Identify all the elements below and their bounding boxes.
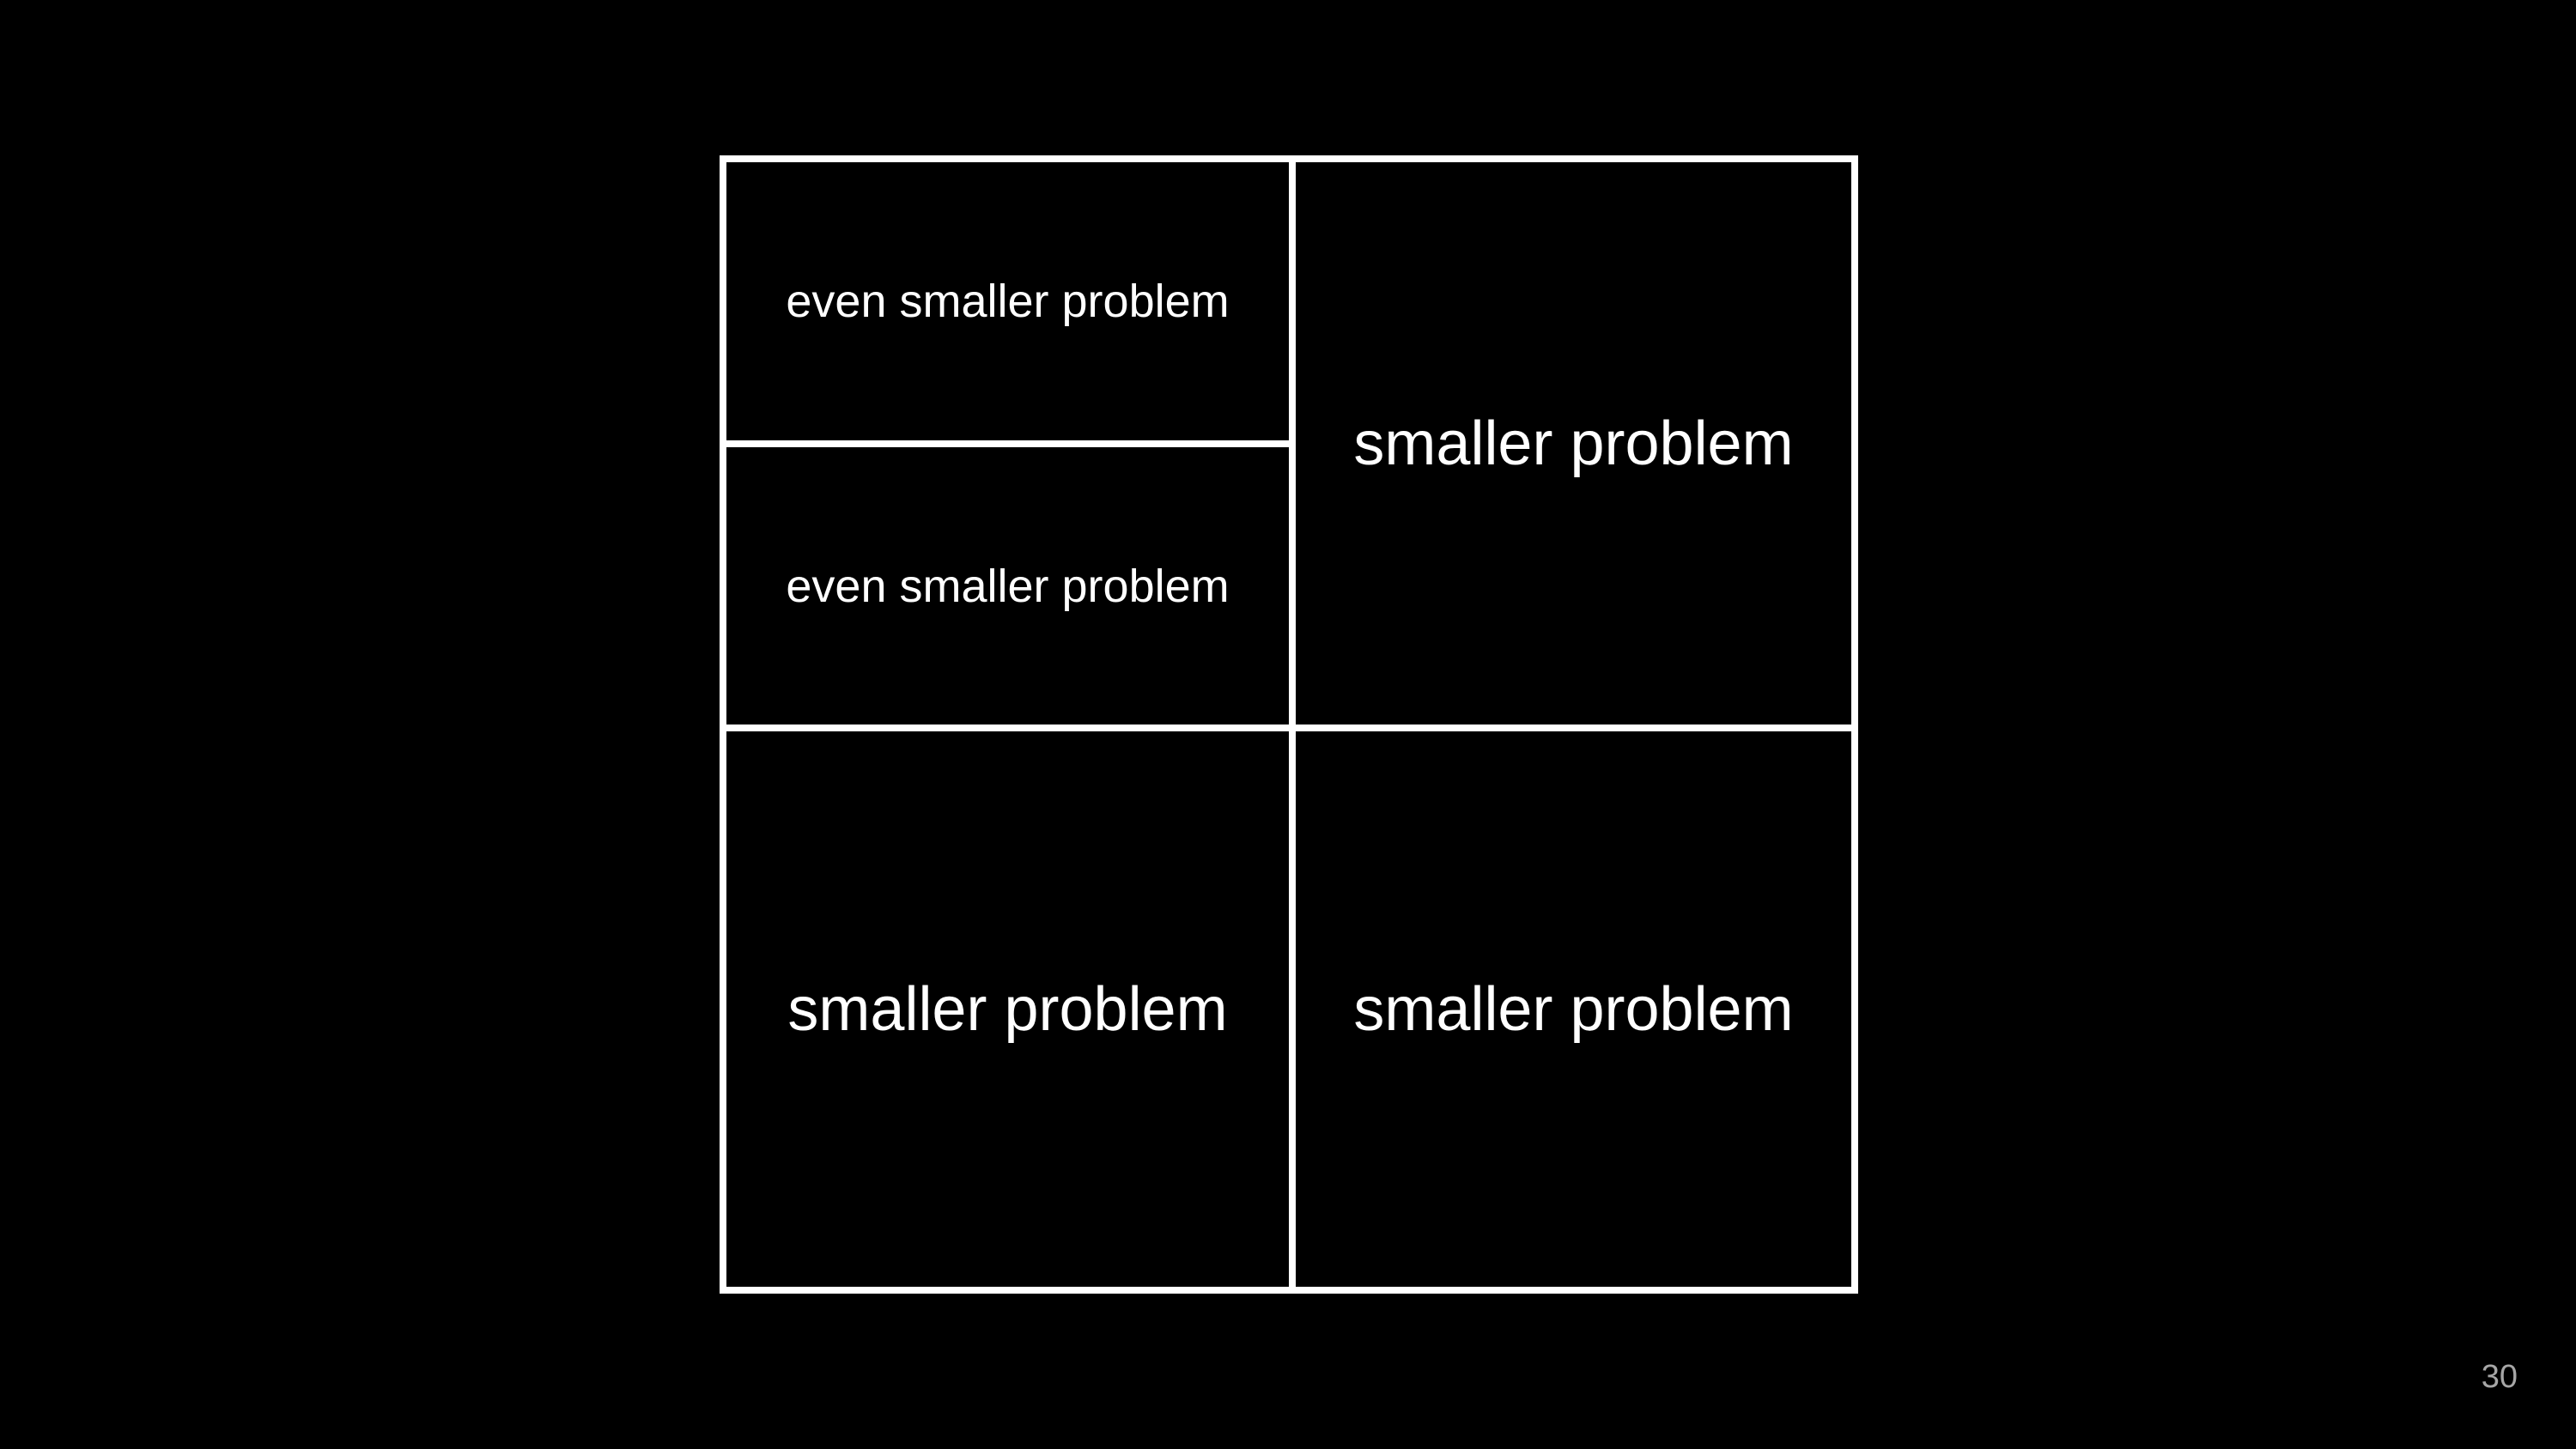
cell-bottom-right: smaller problem xyxy=(1296,731,1851,1287)
horizontal-divider xyxy=(726,724,1851,731)
smaller-problem-label: smaller problem xyxy=(787,974,1228,1044)
smaller-problem-label: smaller problem xyxy=(1353,409,1794,478)
top-left-sub-divider xyxy=(726,440,1292,447)
page-number: 30 xyxy=(2481,1359,2518,1395)
cell-top-left-upper: even smaller problem xyxy=(726,162,1289,440)
smaller-problem-label: smaller problem xyxy=(1353,974,1794,1044)
cell-top-right: smaller problem xyxy=(1296,162,1851,724)
problem-grid: even smaller problem even smaller proble… xyxy=(720,155,1858,1294)
even-smaller-problem-label: even smaller problem xyxy=(786,560,1230,612)
even-smaller-problem-label: even smaller problem xyxy=(786,276,1230,327)
cell-bottom-left: smaller problem xyxy=(726,731,1289,1287)
cell-top-left-lower: even smaller problem xyxy=(726,447,1289,724)
